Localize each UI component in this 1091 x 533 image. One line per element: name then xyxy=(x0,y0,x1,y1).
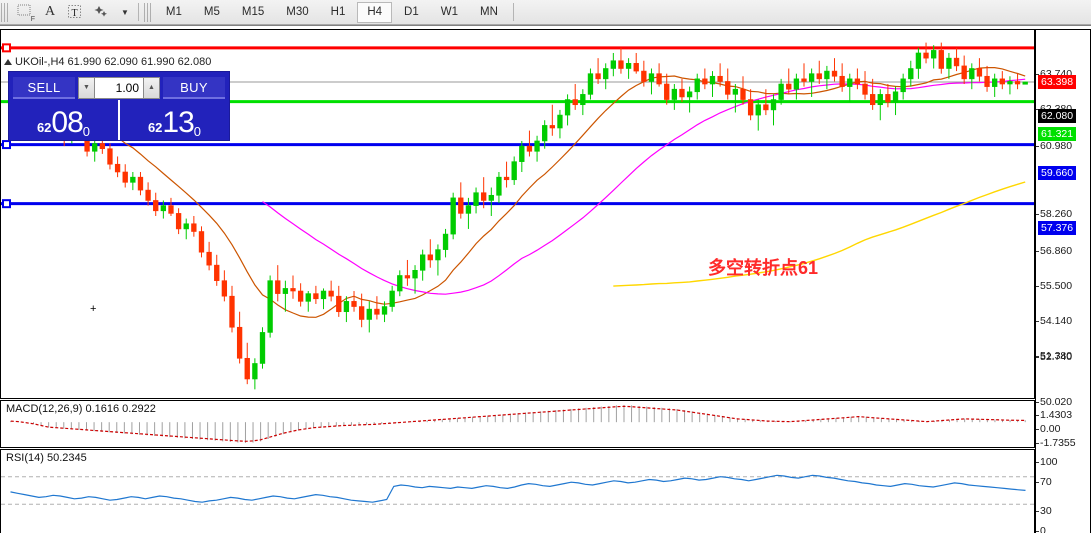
buy-price-prefix: 62 xyxy=(147,120,163,135)
sell-price-box[interactable]: 62 08 0 xyxy=(9,100,118,140)
rsi-tick: 30 xyxy=(1036,505,1052,517)
svg-text:T: T xyxy=(71,8,77,19)
toolbar-grip[interactable] xyxy=(1,2,10,22)
symbol-header-text: UKOil-,H4 61.990 62.090 61.990 62.080 xyxy=(15,56,212,68)
sell-price-fraction: 0 xyxy=(82,124,91,139)
sell-price-prefix: 62 xyxy=(36,120,52,135)
price-badge[interactable]: 57.376 xyxy=(1038,221,1077,235)
crosshair-glyph xyxy=(17,4,31,16)
buy-button[interactable]: BUY xyxy=(163,76,225,99)
collapse-triangle-icon[interactable] xyxy=(4,59,12,66)
volume-input[interactable]: 1.00 xyxy=(95,76,143,99)
timeframe-h4[interactable]: H4 xyxy=(357,1,393,23)
price-badge[interactable]: 61.321 xyxy=(1038,127,1077,141)
text-box-icon[interactable]: T xyxy=(63,2,87,23)
buy-price-digits: 13 xyxy=(162,106,194,139)
price-tick: 58.260 xyxy=(1035,208,1073,220)
price-tick: 60.980 xyxy=(1035,140,1073,152)
toolbar-separator xyxy=(137,3,139,21)
chart-toolbar: F A T ▼ M1 M5 M15 M30 H1 H4 D1 W1 MN xyxy=(0,0,1091,25)
macd-tick: 0.00 xyxy=(1035,423,1061,435)
octp-prices-row: 62 08 0 62 13 0 xyxy=(9,100,229,140)
timeframe-mn[interactable]: MN xyxy=(480,6,498,18)
price-badge[interactable]: 63.398 xyxy=(1038,75,1077,89)
dropdown-arrow-icon[interactable]: ▼ xyxy=(121,7,129,17)
macd-tick: 1.4303 xyxy=(1035,409,1073,421)
price-pane[interactable] xyxy=(0,29,1035,399)
volume-decrease-icon[interactable]: ▼ xyxy=(78,76,95,99)
timeframe-m30[interactable]: M30 xyxy=(286,6,309,18)
macd-canvas xyxy=(10,405,1026,443)
objects-icon[interactable] xyxy=(89,2,115,23)
buy-price-box[interactable]: 62 13 0 xyxy=(118,100,229,140)
rsi-pane[interactable]: RSI(14) 50.2345 xyxy=(0,449,1035,533)
timeframe-m5[interactable]: M5 xyxy=(203,6,220,18)
sell-button[interactable]: SELL xyxy=(13,76,75,99)
price-tick: 50.020 xyxy=(1035,396,1073,408)
timeframe-m15[interactable]: M15 xyxy=(241,6,265,18)
rsi-tick: 0 xyxy=(1036,525,1046,533)
text-box-glyph: T xyxy=(68,5,81,19)
macd-label: MACD(12,26,9) 0.1616 0.2922 xyxy=(6,403,156,415)
chart-annotation-text: 多空转折点61 xyxy=(708,258,819,278)
sell-price-digits: 08 xyxy=(51,106,83,139)
timeframe-grip[interactable] xyxy=(143,2,153,22)
price-tick: 54.140 xyxy=(1035,315,1073,327)
objects-glyph xyxy=(94,6,107,17)
price-badge[interactable]: 62.080 xyxy=(1038,109,1077,123)
timeframe-m1[interactable]: M1 xyxy=(165,6,182,18)
price-tick: 51.380 xyxy=(1035,350,1073,362)
one-click-trading-panel[interactable]: SELL ▼ 1.00 ▲ BUY 62 08 0 62 13 0 xyxy=(8,71,230,141)
price-chart-canvas xyxy=(1,42,1034,390)
octp-controls-row: SELL ▼ 1.00 ▲ BUY xyxy=(9,72,229,100)
price-tick: 52.740 xyxy=(1035,351,1073,363)
crosshair-icon-sub: F xyxy=(30,15,35,23)
macd-tick: -1.7355 xyxy=(1036,437,1076,449)
volume-increase-icon[interactable]: ▲ xyxy=(143,76,160,99)
macd-pane[interactable]: MACD(12,26,9) 0.1616 0.2922 xyxy=(0,400,1035,448)
buy-price-fraction: 0 xyxy=(193,124,202,139)
price-scale[interactable]: 63.74062.38060.98058.26056.86055.50054.1… xyxy=(1035,29,1091,533)
timeframe-h1[interactable]: H1 xyxy=(330,6,346,18)
symbol-header: UKOil-,H4 61.990 62.090 61.990 62.080 xyxy=(4,56,211,68)
mouse-crosshair-marker: + xyxy=(90,303,97,315)
timeframe-w1[interactable]: W1 xyxy=(440,6,458,18)
text-label-icon[interactable]: A xyxy=(44,4,56,19)
price-tick: 55.500 xyxy=(1035,280,1073,292)
crosshair-icon[interactable]: F xyxy=(13,2,37,23)
rsi-canvas xyxy=(1,474,1034,505)
rsi-tick: 70 xyxy=(1036,476,1052,488)
chart-window: UKOil-,H4 61.990 62.090 61.990 62.080 SE… xyxy=(0,25,1091,533)
toolbar-separator-end xyxy=(512,3,514,21)
rsi-label: RSI(14) 50.2345 xyxy=(6,452,87,464)
rsi-tick: 100 xyxy=(1036,456,1058,468)
timeframe-d1[interactable]: D1 xyxy=(404,6,419,18)
price-badge[interactable]: 59.660 xyxy=(1038,166,1077,180)
volume-stepper[interactable]: ▼ 1.00 ▲ xyxy=(78,76,160,99)
price-tick: 56.860 xyxy=(1035,245,1073,257)
